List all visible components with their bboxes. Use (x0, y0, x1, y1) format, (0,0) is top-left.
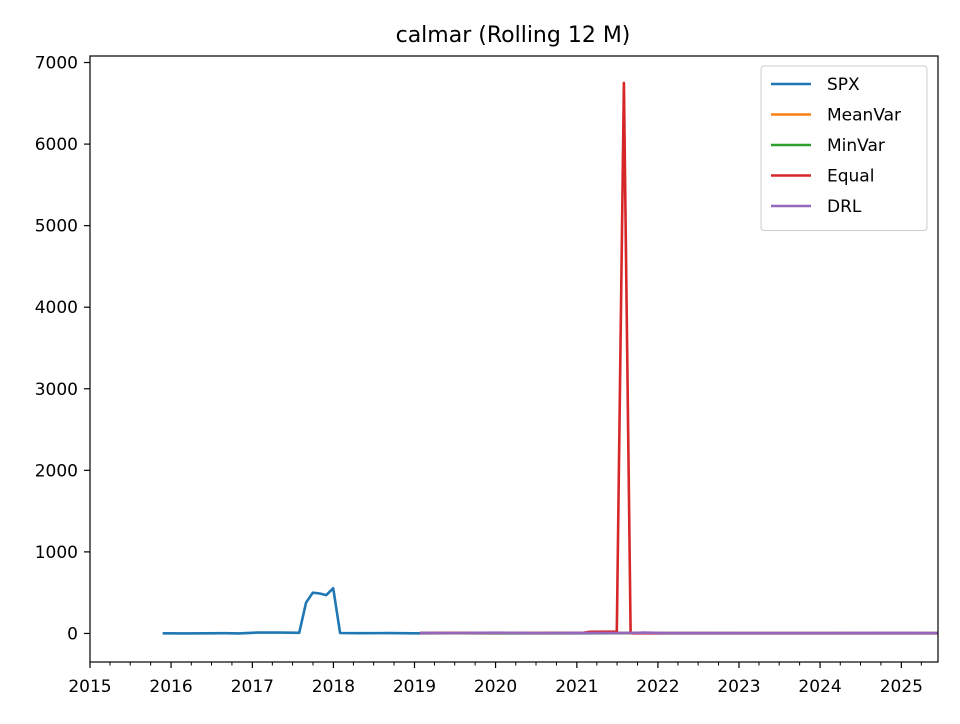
x-tick-label: 2022 (636, 677, 679, 697)
y-tick-label: 3000 (35, 380, 78, 400)
legend-label: SPX (827, 75, 860, 95)
y-tick-label: 1000 (35, 543, 78, 563)
x-tick-label: 2023 (717, 677, 760, 697)
y-tick-label: 2000 (35, 461, 78, 481)
x-tick-label: 2015 (68, 677, 111, 697)
legend-label: MinVar (827, 136, 885, 156)
x-tick-label: 2020 (474, 677, 517, 697)
y-tick-label: 4000 (35, 298, 78, 318)
x-axis: 2015 2016 2017 2018 2019 2020 2021 2022 2023 2024… (68, 662, 923, 697)
series-line-spx (164, 588, 938, 633)
x-tick-label: 2025 (880, 677, 923, 697)
x-tick-label: 2018 (312, 677, 355, 697)
y-axis: 0 1000 2000 3000 4000 5000 6000 7000 (35, 54, 90, 645)
legend-label: DRL (827, 197, 862, 217)
legend-label: MeanVar (827, 106, 901, 126)
legend: SPX MeanVar MinVar Equal DRL (761, 66, 927, 231)
chart-title: calmar (Rolling 12 M) (396, 23, 631, 48)
y-tick-label: 5000 (35, 217, 78, 237)
x-tick-label: 2024 (798, 677, 841, 697)
y-tick-label: 7000 (35, 54, 78, 74)
y-tick-label: 6000 (35, 135, 78, 155)
y-tick-label: 0 (67, 624, 78, 644)
x-tick-label: 2021 (555, 677, 598, 697)
x-tick-label: 2016 (149, 677, 192, 697)
legend-label: Equal (827, 167, 874, 187)
x-tick-label: 2019 (393, 677, 436, 697)
x-tick-label: 2017 (231, 677, 274, 697)
